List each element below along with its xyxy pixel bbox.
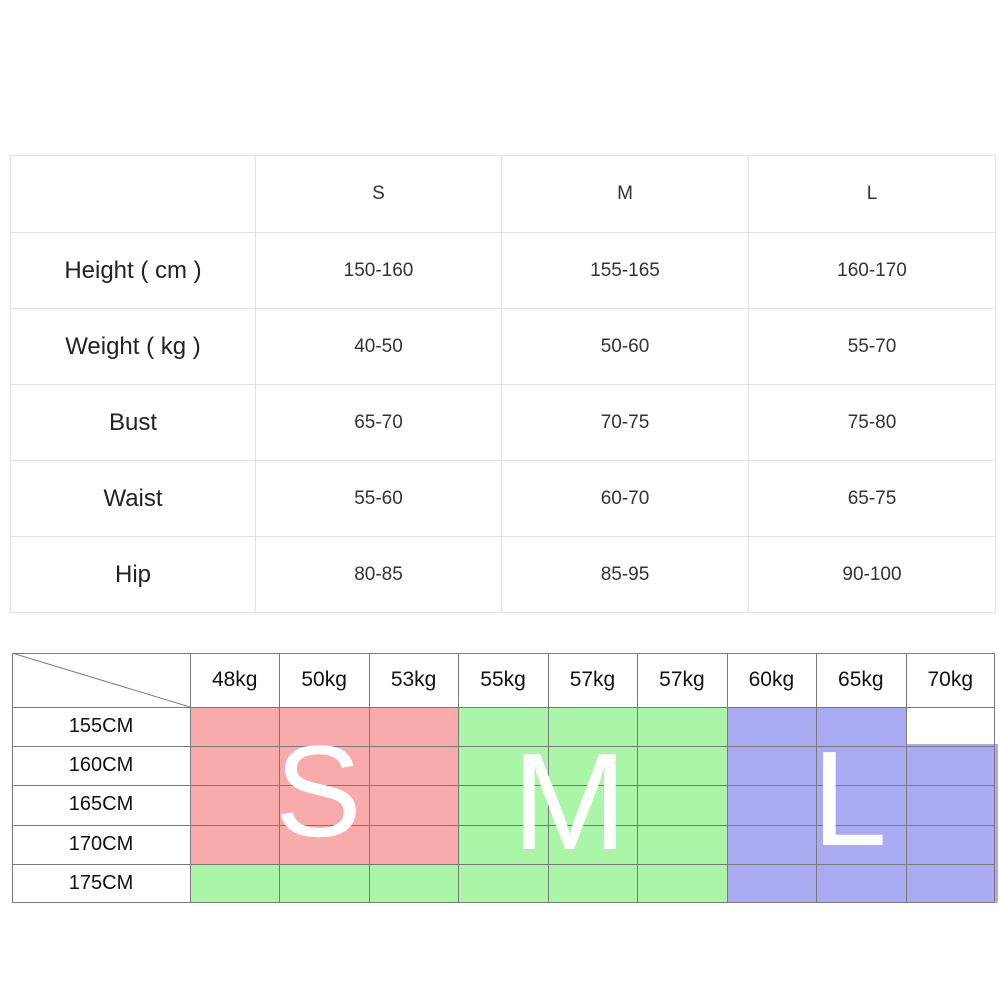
bust-l-value: 75-80: [748, 384, 996, 461]
height-l-value: 160-170: [748, 232, 996, 309]
size-zone-m-bottom: [190, 863, 459, 903]
grid-line: [279, 653, 281, 903]
table-row: Weight ( kg ) 40-50 50-60 55-70: [10, 308, 996, 385]
grid-line: [726, 653, 728, 903]
waist-s-value: 55-60: [255, 460, 502, 537]
height-row-label: 165CM: [68, 793, 134, 816]
table-row: Bust 65-70 70-75 75-80: [10, 384, 996, 461]
grid-line: [547, 653, 549, 903]
height-row-label: 155CM: [68, 715, 134, 738]
grid-line: [994, 653, 995, 903]
weight-header-cell: 57kg: [659, 668, 705, 691]
hip-l-value: 90-100: [748, 536, 996, 613]
waist-m-value: 60-70: [501, 460, 749, 537]
corner-diagonal-line: [12, 653, 190, 707]
grid-line: [458, 653, 460, 903]
grid-line: [12, 785, 995, 787]
size-letter-s: S: [275, 718, 362, 864]
bust-s-value: 65-70: [255, 384, 502, 461]
table-corner-cell: [10, 155, 256, 233]
bust-m-value: 70-75: [501, 384, 749, 461]
grid-line: [12, 653, 995, 654]
row-label-hip: Hip: [10, 536, 256, 613]
weight-header-cell: 48kg: [211, 668, 258, 691]
weight-header-cell: 53kg: [390, 668, 437, 691]
weight-header-cell: 50kg: [301, 668, 347, 691]
row-label-weight: Weight ( kg ): [10, 308, 256, 385]
table-row: Height ( cm ) 150-160 155-165 160-170: [10, 232, 996, 309]
grid-line: [637, 653, 639, 903]
grid-line: [12, 653, 13, 903]
grid-line: [12, 746, 995, 748]
corner-diagonal: [12, 653, 190, 707]
grid-line: [12, 707, 995, 708]
height-s-value: 150-160: [255, 232, 502, 309]
row-label-bust: Bust: [10, 384, 256, 461]
row-label-waist: Waist: [10, 460, 256, 537]
weight-header-cell: 55kg: [480, 668, 526, 691]
hip-s-value: 80-85: [255, 536, 502, 613]
weight-s-value: 40-50: [255, 308, 502, 385]
weight-m-value: 50-60: [501, 308, 749, 385]
weight-header-cell: 57kg: [569, 668, 616, 691]
weight-header-cell: 65kg: [838, 668, 884, 691]
height-row-label: 175CM: [68, 871, 134, 894]
table-row: Waist 55-60 60-70 65-75: [10, 460, 996, 537]
weight-l-value: 55-70: [748, 308, 996, 385]
grid-line: [12, 863, 995, 865]
size-header-l: L: [748, 155, 996, 233]
height-row-label: 160CM: [68, 754, 134, 777]
grid-line: [190, 653, 191, 903]
hip-m-value: 85-95: [501, 536, 749, 613]
size-letter-m: M: [512, 725, 627, 879]
height-m-value: 155-165: [501, 232, 749, 309]
grid-line: [12, 824, 995, 826]
grid-line: [12, 902, 995, 903]
size-letter-l: L: [812, 723, 888, 874]
grid-line: [816, 653, 818, 903]
weight-header-cell: 60kg: [748, 668, 795, 691]
size-header-row: S M L: [10, 155, 996, 233]
size-header-s: S: [255, 155, 502, 233]
size-zone-l: [726, 707, 906, 903]
grid-line: [368, 653, 370, 903]
waist-l-value: 65-75: [748, 460, 996, 537]
size-chart-table: S M L Height ( cm ) 150-160 155-165 160-…: [10, 155, 996, 613]
height-weight-size-grid: 48kg 50kg 53kg 55kg 57kg 57kg 60kg 65kg 70kg 155C…: [12, 653, 998, 903]
row-label-height: Height ( cm ): [10, 232, 256, 309]
grid-line: [905, 653, 907, 903]
weight-header-cell: 70kg: [927, 668, 974, 691]
size-zone-l-right: [905, 744, 998, 903]
size-header-m: M: [501, 155, 749, 233]
table-row: Hip 80-85 85-95 90-100: [10, 536, 996, 613]
height-row-label: 170CM: [68, 832, 134, 855]
size-zone-m: [458, 707, 727, 903]
